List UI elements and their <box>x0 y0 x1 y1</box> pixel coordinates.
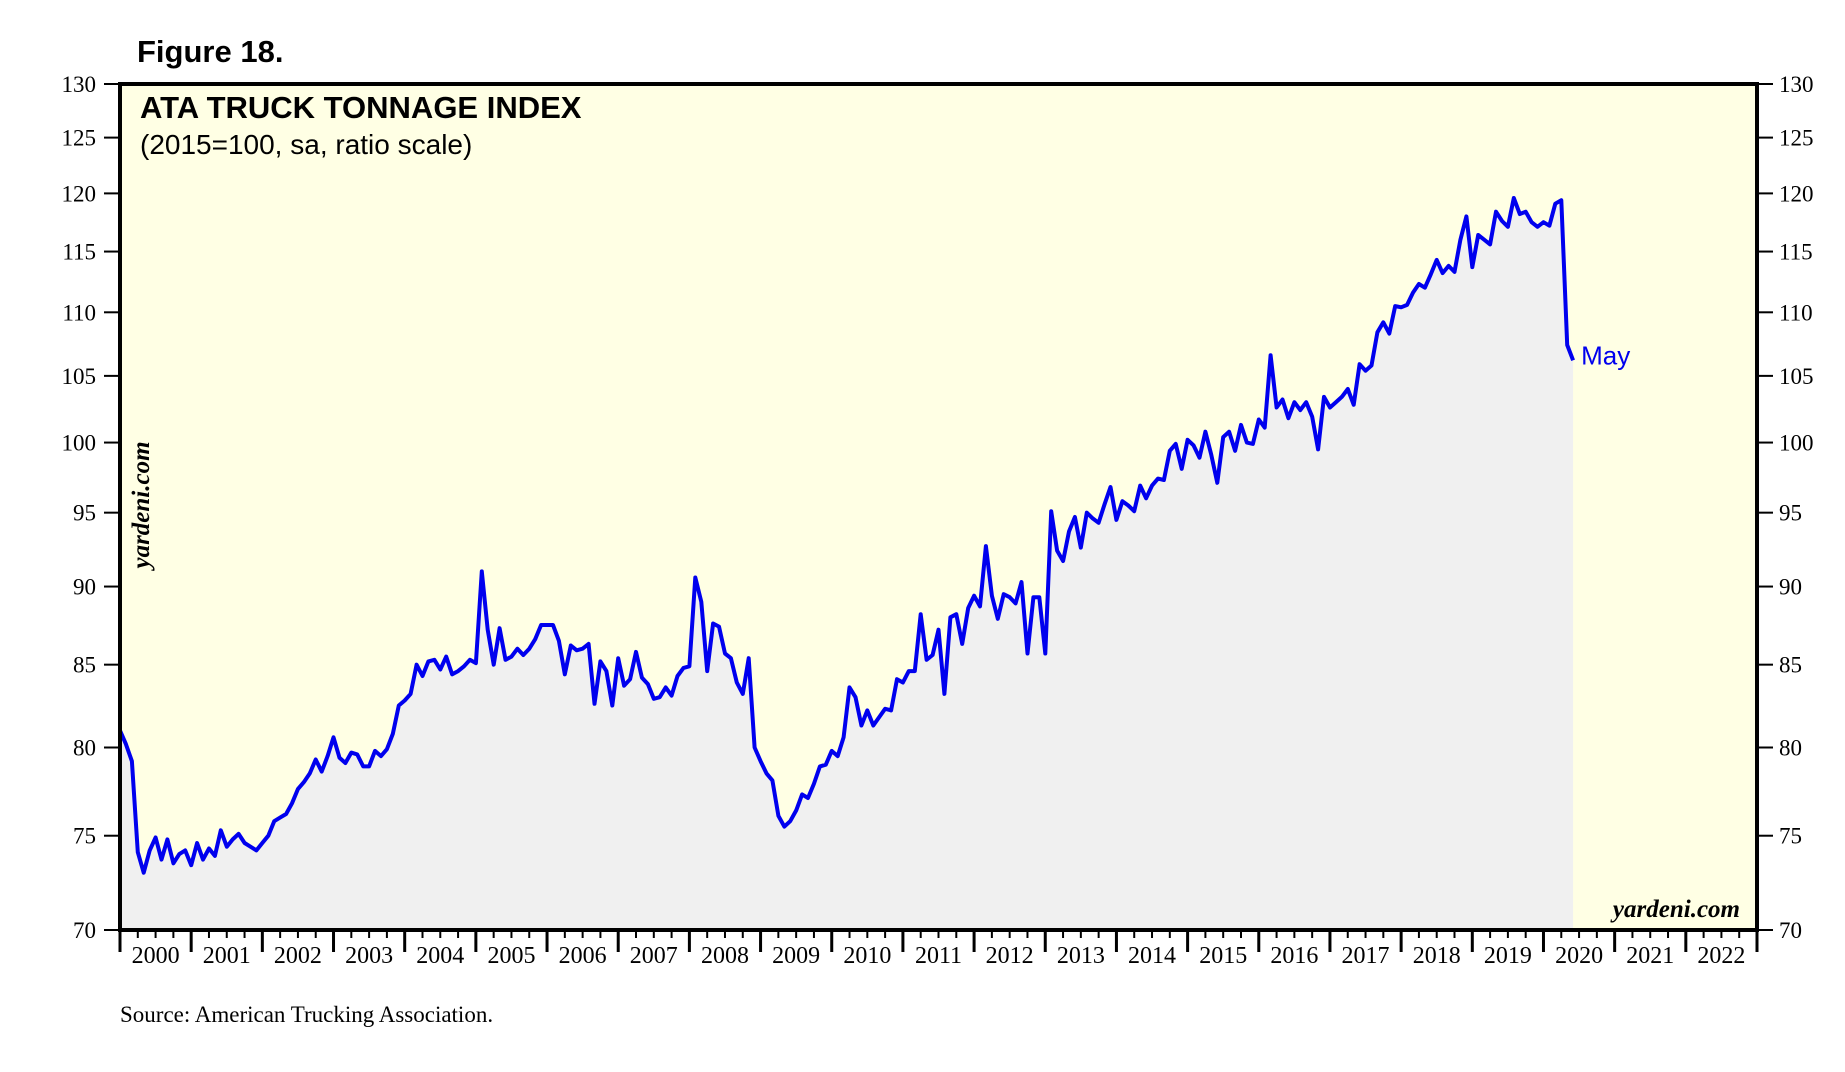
axis-ticks <box>104 83 1773 952</box>
y-tick-label-left: 110 <box>62 300 96 325</box>
end-annotation-may: May <box>1581 340 1630 370</box>
x-tick-label: 2019 <box>1484 943 1532 969</box>
x-tick-label: 2012 <box>986 943 1034 969</box>
x-tick-label: 2014 <box>1128 943 1176 969</box>
y-tick-label-right: 115 <box>1779 240 1813 265</box>
x-tick-label: 2015 <box>1199 943 1247 969</box>
y-tick-label-left: 125 <box>62 126 97 151</box>
y-tick-label-right: 125 <box>1779 126 1814 151</box>
chart-title: ATA TRUCK TONNAGE INDEX <box>140 90 582 125</box>
y-tick-label-right: 110 <box>1779 300 1813 325</box>
series-line-truck-tonnage <box>118 196 1575 875</box>
y-axis-labels: 70 70 75 75 80 80 85 85 90 90 95 95 100 100 105 105 110 1… <box>62 72 1814 943</box>
x-tick-label: 2016 <box>1270 943 1318 969</box>
series-area-fill <box>120 198 1574 930</box>
x-tick-label: 2002 <box>274 943 322 969</box>
x-tick-label: 2017 <box>1342 943 1390 969</box>
x-tick-label: 2020 <box>1555 943 1603 969</box>
y-tick-label-left: 80 <box>73 736 96 761</box>
source-note: Source: American Trucking Association. <box>120 1002 493 1027</box>
x-tick-label: 2007 <box>630 943 678 969</box>
x-tick-label: 2008 <box>701 943 749 969</box>
y-tick-label-left: 70 <box>73 918 96 943</box>
y-tick-label-right: 100 <box>1779 431 1814 456</box>
y-tick-label-right: 105 <box>1779 364 1814 389</box>
x-tick-label: 2004 <box>416 943 464 969</box>
x-tick-label: 2006 <box>559 943 607 969</box>
figure-label: Figure 18. <box>137 34 283 69</box>
y-tick-label-right: 70 <box>1779 918 1802 943</box>
y-tick-label-left: 90 <box>73 575 96 600</box>
x-tick-label: 2013 <box>1057 943 1105 969</box>
y-tick-label-right: 130 <box>1779 72 1814 97</box>
x-tick-label: 2005 <box>487 943 535 969</box>
x-tick-label: 2003 <box>345 943 393 969</box>
y-tick-label-right: 80 <box>1779 736 1802 761</box>
plot-frame <box>118 82 1759 932</box>
y-tick-label-left: 75 <box>73 824 96 849</box>
x-tick-label: 2018 <box>1413 943 1461 969</box>
y-tick-label-left: 120 <box>62 181 97 206</box>
y-tick-label-left: 95 <box>73 501 96 526</box>
x-axis-labels: 2000 2001 2002 2003 2004 2005 2006 2007 2008 2009… <box>132 943 1746 969</box>
x-tick-label: 2011 <box>915 943 962 969</box>
y-tick-label-right: 85 <box>1779 653 1802 678</box>
y-tick-label-left: 100 <box>62 431 97 456</box>
watermark-vertical: yardeni.com <box>128 441 155 571</box>
x-tick-label: 2000 <box>132 943 180 969</box>
x-tick-label: 2022 <box>1697 943 1745 969</box>
y-tick-label-right: 90 <box>1779 575 1802 600</box>
y-tick-label-left: 105 <box>62 364 97 389</box>
y-tick-label-right: 75 <box>1779 824 1802 849</box>
x-tick-label: 2010 <box>843 943 891 969</box>
x-tick-label: 2021 <box>1626 943 1674 969</box>
y-tick-label-left: 115 <box>62 240 96 265</box>
y-tick-label-right: 95 <box>1779 501 1802 526</box>
chart-subtitle: (2015=100, sa, ratio scale) <box>140 129 472 160</box>
x-tick-label: 2001 <box>203 943 251 969</box>
watermark-bottom-right: yardeni.com <box>1610 896 1740 923</box>
x-tick-label: 2009 <box>772 943 820 969</box>
y-tick-label-left: 130 <box>62 72 97 97</box>
y-tick-label-right: 120 <box>1779 181 1814 206</box>
y-tick-label-left: 85 <box>73 653 96 678</box>
